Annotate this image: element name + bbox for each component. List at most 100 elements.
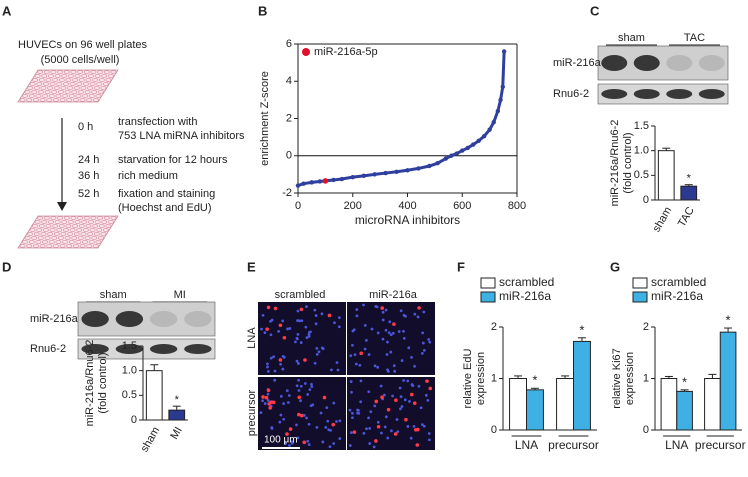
edu-nucleus [261,395,265,399]
well [83,228,89,232]
edu-nucleus [273,306,278,311]
edu-nucleus [374,439,378,443]
nucleus [303,382,307,385]
nucleus [320,346,324,350]
y-axis-label: miR-216a/Rnu6-2 [609,120,621,207]
band [666,55,693,71]
well [75,240,82,244]
arrow-head [57,202,67,211]
y-tick-label: 6 [286,38,292,50]
nucleus [411,384,415,388]
band [184,311,212,327]
nucleus [278,420,282,424]
nucleus [370,327,374,331]
nucleus [281,367,285,371]
nucleus [313,308,317,312]
y-tick-label: 2 [286,112,292,124]
blot-row-label: Rnu6-2 [553,88,589,100]
nucleus [365,338,368,342]
nucleus [383,425,387,429]
well [85,78,92,82]
edu-nucleus [331,422,336,427]
well [103,82,109,86]
nucleus [376,420,380,424]
nucleus [338,437,342,440]
nucleus [406,379,410,383]
nucleus [307,422,311,426]
nucleus [379,384,383,388]
well [93,244,99,248]
well [67,232,73,236]
y-tick-label: 4 [286,75,292,87]
nucleus [336,368,340,372]
step-time: 52 h [78,188,99,200]
edu-nucleus [417,306,421,310]
y-axis-label: expression [475,352,487,405]
nucleus [404,314,407,318]
band [633,55,660,71]
nucleus [266,369,270,373]
well [64,236,71,240]
well [38,78,45,82]
bar [556,378,575,431]
well [97,216,103,220]
nucleus [402,379,406,382]
well [73,232,80,236]
nucleus [307,443,311,447]
nucleus [386,369,390,373]
edu-nucleus [303,358,307,362]
y-tick-label: 0 [286,150,292,162]
well [72,224,78,228]
edu-nucleus [266,305,271,310]
y-tick-label: 0.5 [122,389,137,401]
nucleus [372,445,376,449]
nucleus [351,343,354,347]
nucleus [299,384,303,388]
nucleus [337,325,341,329]
band [633,89,660,99]
nucleus [367,353,371,356]
band [115,344,144,354]
nucleus [266,362,269,366]
well [45,78,52,82]
nucleus [329,428,332,432]
point [487,127,492,132]
well [82,94,88,98]
y-tick-label: 1.5 [122,340,137,352]
band [115,311,144,327]
nucleus [376,331,380,335]
well [48,94,55,98]
well [51,90,58,94]
nucleus [273,378,277,382]
x-tick-label: precursor [695,438,746,452]
well [78,236,84,240]
panel-label: A [2,3,12,18]
nucleus [279,394,283,398]
step-text: (Hoechst and EdU) [118,202,212,214]
edu-nucleus [392,322,396,326]
well [54,74,61,78]
well [77,216,83,220]
nucleus [358,363,362,367]
well [72,78,78,82]
nucleus [300,319,304,323]
micrograph [347,302,435,375]
x-tick-label: precursor [548,438,599,452]
nucleus [288,327,292,330]
well [35,94,42,98]
band [601,55,628,71]
nucleus [332,401,336,405]
well [78,90,84,94]
well [73,86,80,90]
micrograph [347,377,435,450]
band [601,89,628,99]
step-time: 0 h [78,121,93,133]
nucleus [402,337,406,340]
nucleus [355,314,359,318]
nucleus [427,432,431,435]
bar [680,185,698,201]
legend-marker [302,48,310,56]
edu-nucleus [278,323,283,328]
well [98,236,104,240]
well [19,98,26,102]
